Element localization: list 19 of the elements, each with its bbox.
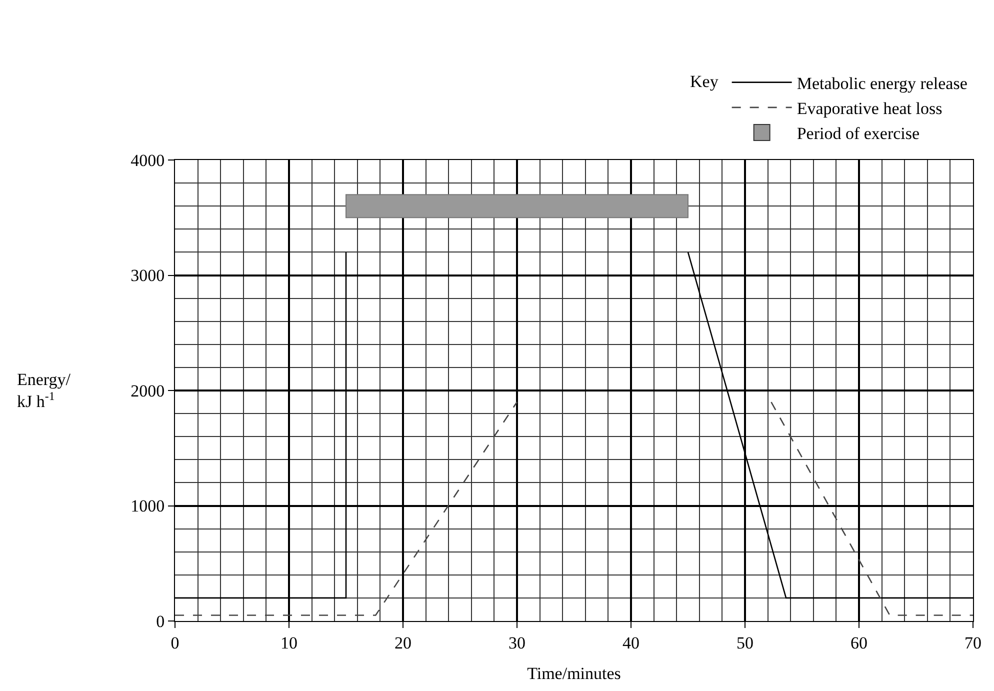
- x-tick-label: 0: [170, 633, 180, 652]
- legend-label: Period of exercise: [796, 124, 920, 144]
- legend-title: Key: [690, 72, 719, 91]
- legend-label: Metabolic energy release: [796, 74, 968, 93]
- x-axis-title: Time/minutes: [527, 664, 621, 683]
- y-tick-label: 2000: [130, 381, 165, 400]
- legend-label: Evaporative heat loss: [796, 99, 942, 118]
- x-tick-label: 10: [280, 633, 298, 652]
- x-tick-label: 70: [964, 633, 982, 652]
- x-tick-label: 60: [850, 633, 868, 652]
- x-tick-label: 50: [736, 633, 754, 652]
- y-tick-label: 4000: [130, 150, 165, 170]
- y-tick-label: 3000: [130, 266, 165, 286]
- y-axis-title: Energy/ kJ h$^{-1}$: [17, 370, 71, 412]
- y-tick-label: 0: [156, 612, 165, 631]
- x-tick-label: 20: [394, 633, 412, 652]
- x-tick-label: 30: [508, 633, 526, 652]
- x-tick-label: 40: [622, 633, 640, 652]
- y-tick-label: 1000: [130, 496, 165, 516]
